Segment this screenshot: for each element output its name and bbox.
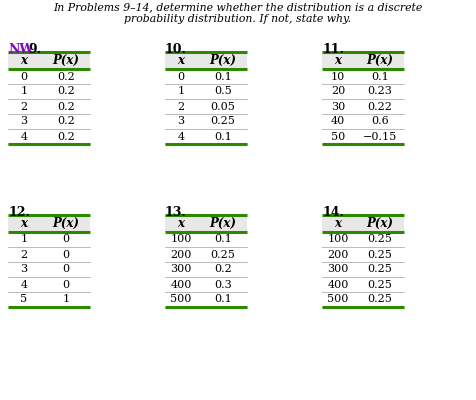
Text: 4: 4 — [178, 132, 185, 142]
Text: 12.: 12. — [8, 206, 30, 219]
Text: 0.05: 0.05 — [210, 102, 236, 112]
Text: 200: 200 — [170, 250, 192, 260]
Text: 0.1: 0.1 — [214, 294, 232, 304]
Text: 4: 4 — [20, 132, 28, 142]
Text: 0: 0 — [178, 72, 185, 82]
Text: 0.23: 0.23 — [367, 86, 392, 96]
Text: P(x): P(x) — [209, 217, 237, 230]
Text: 500: 500 — [327, 294, 349, 304]
Text: 11.: 11. — [322, 43, 344, 56]
Text: 0: 0 — [62, 250, 69, 260]
Bar — [165, 215, 247, 232]
Text: 9.: 9. — [28, 43, 41, 56]
Text: 0.6: 0.6 — [371, 116, 389, 126]
Text: 100: 100 — [170, 234, 192, 244]
Text: 0.2: 0.2 — [214, 264, 232, 274]
Text: 0.25: 0.25 — [367, 294, 392, 304]
Bar — [8, 52, 90, 69]
Text: 0: 0 — [62, 234, 69, 244]
Text: 50: 50 — [331, 132, 345, 142]
Text: 0.22: 0.22 — [367, 102, 392, 112]
Text: 0.1: 0.1 — [214, 132, 232, 142]
Text: 10.: 10. — [165, 43, 187, 56]
Text: 0.2: 0.2 — [57, 132, 75, 142]
Text: 3: 3 — [20, 264, 28, 274]
Text: x: x — [178, 217, 185, 230]
Text: 0.1: 0.1 — [214, 72, 232, 82]
Text: 500: 500 — [170, 294, 192, 304]
Text: 13.: 13. — [165, 206, 187, 219]
Text: 40: 40 — [331, 116, 345, 126]
Text: 0.2: 0.2 — [57, 86, 75, 96]
Text: 1: 1 — [62, 294, 69, 304]
Text: 0.5: 0.5 — [214, 86, 232, 96]
Text: 200: 200 — [327, 250, 349, 260]
Text: 0.2: 0.2 — [57, 72, 75, 82]
Bar — [322, 52, 404, 69]
Text: 400: 400 — [170, 280, 192, 290]
Text: 0.1: 0.1 — [214, 234, 232, 244]
Bar — [322, 215, 404, 232]
Text: In Problems 9–14, determine whether the distribution is a discrete: In Problems 9–14, determine whether the … — [53, 2, 423, 12]
Text: 20: 20 — [331, 86, 345, 96]
Bar — [165, 52, 247, 69]
Text: 0.25: 0.25 — [367, 234, 392, 244]
Text: 100: 100 — [327, 234, 349, 244]
Text: x: x — [20, 54, 28, 67]
Text: 300: 300 — [327, 264, 349, 274]
Text: P(x): P(x) — [52, 54, 79, 67]
Bar — [8, 215, 90, 232]
Text: 300: 300 — [170, 264, 192, 274]
Text: 400: 400 — [327, 280, 349, 290]
Text: 1: 1 — [178, 86, 185, 96]
Text: P(x): P(x) — [52, 217, 79, 230]
Text: 2: 2 — [178, 102, 185, 112]
Text: 3: 3 — [20, 116, 28, 126]
Text: −0.15: −0.15 — [363, 132, 397, 142]
Text: 0.1: 0.1 — [371, 72, 389, 82]
Text: 3: 3 — [178, 116, 185, 126]
Text: 0.25: 0.25 — [367, 264, 392, 274]
Text: 1: 1 — [20, 234, 28, 244]
Text: P(x): P(x) — [209, 54, 237, 67]
Text: 0.2: 0.2 — [57, 102, 75, 112]
Text: 0: 0 — [62, 280, 69, 290]
Text: 0.2: 0.2 — [57, 116, 75, 126]
Text: 10: 10 — [331, 72, 345, 82]
Text: 0.25: 0.25 — [210, 116, 236, 126]
Text: probability distribution. If not, state why.: probability distribution. If not, state … — [124, 14, 352, 24]
Text: 0.25: 0.25 — [367, 250, 392, 260]
Text: 0.25: 0.25 — [210, 250, 236, 260]
Text: 14.: 14. — [322, 206, 344, 219]
Text: x: x — [335, 217, 341, 230]
Text: 2: 2 — [20, 250, 28, 260]
Text: 5: 5 — [20, 294, 28, 304]
Text: 2: 2 — [20, 102, 28, 112]
Text: 0: 0 — [62, 264, 69, 274]
Text: NW: NW — [8, 43, 33, 56]
Text: 0.3: 0.3 — [214, 280, 232, 290]
Text: P(x): P(x) — [367, 217, 394, 230]
Text: 0.25: 0.25 — [367, 280, 392, 290]
Text: x: x — [335, 54, 341, 67]
Text: x: x — [178, 54, 185, 67]
Text: 0: 0 — [20, 72, 28, 82]
Text: 30: 30 — [331, 102, 345, 112]
Text: 4: 4 — [20, 280, 28, 290]
Text: 1: 1 — [20, 86, 28, 96]
Text: P(x): P(x) — [367, 54, 394, 67]
Text: x: x — [20, 217, 28, 230]
